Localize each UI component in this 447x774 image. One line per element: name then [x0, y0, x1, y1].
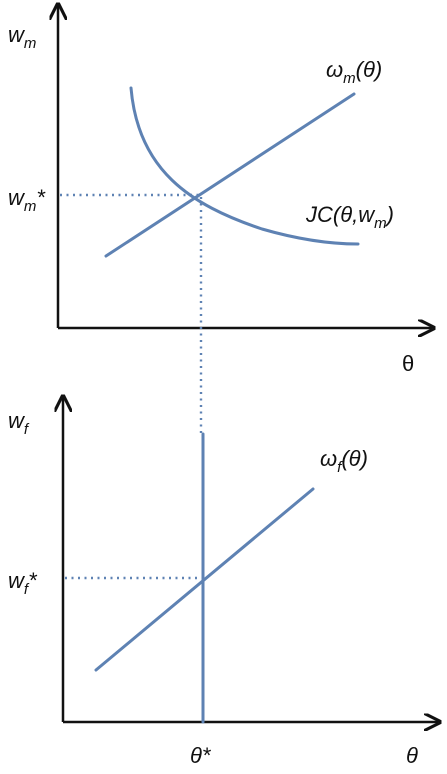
top-wage-curve-label: ωm(θ)	[326, 57, 382, 87]
top-wage-curve	[106, 94, 354, 256]
top-panel: wm θ ωm(θ) JC(θ,wm) wm*	[8, 6, 432, 436]
bottom-y-axis-label: wf	[8, 408, 30, 438]
top-equilibrium-wage-label: wm*	[8, 185, 46, 215]
bottom-x-axis-label: θ	[406, 743, 418, 768]
theta-star-label: θ*	[190, 743, 212, 768]
jc-curve-label: JC(θ,wm)	[305, 202, 394, 232]
top-y-axis-label: wm	[8, 22, 36, 52]
bottom-equilibrium-wage-label: wf*	[8, 568, 38, 598]
bottom-wage-curve-label: ωf(θ)	[320, 446, 368, 476]
bottom-panel: wf θ ωf(θ) wf* θ*	[8, 398, 438, 768]
top-x-axis-label: θ	[402, 351, 414, 376]
